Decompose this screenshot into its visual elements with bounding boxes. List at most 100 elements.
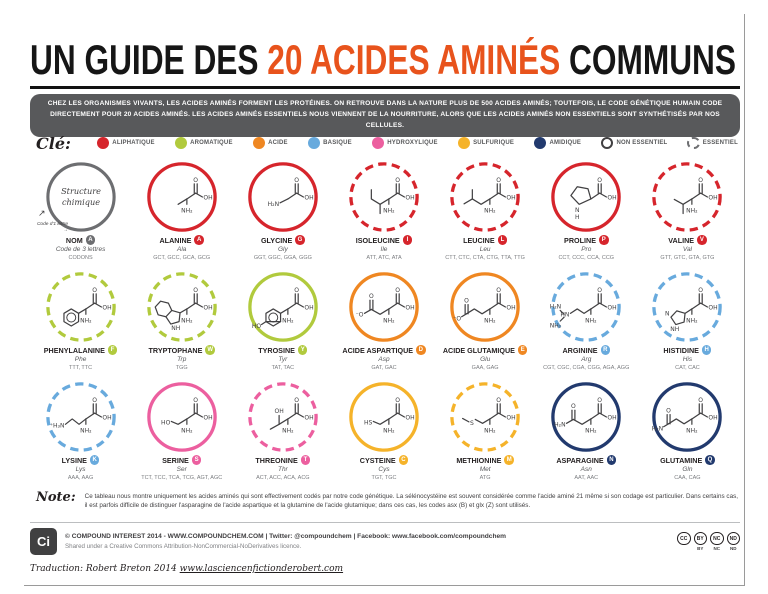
essentiel-swatch-icon [687, 136, 700, 150]
structure-gly: O OH H₂N [248, 162, 318, 232]
cc-icon: CC [677, 531, 691, 546]
svg-text:OH: OH [203, 304, 212, 311]
one-letter-badge: H [701, 345, 712, 355]
three-letter-code: Val [682, 246, 692, 253]
legend-name-label: NOM [65, 235, 83, 245]
amino-cell-phe: O OH NH₂ PHENYLALANINE F Phe TTT, TTC [30, 270, 131, 380]
three-letter-code: Pro [581, 246, 592, 253]
svg-text:NH: NH [671, 326, 680, 333]
svg-text:OH: OH [405, 304, 414, 311]
amino-cell-his: O OH NH₂ NH N HISTIDINE H His CAT, CAC [637, 270, 738, 380]
sulfurique-swatch-icon [457, 136, 471, 150]
svg-text:NH₂: NH₂ [484, 208, 496, 215]
amino-name-line: GLYCINE G [261, 235, 305, 245]
amino-cell-lys: O OH NH₂ ⁺H₃N LYSINE K Lys AAA, AAG [30, 380, 131, 490]
svg-text:NH₂: NH₂ [80, 318, 92, 325]
non-essentiel-swatch-icon [600, 136, 614, 150]
note-text: Ce tableau nous montre uniquement les ac… [84, 493, 738, 510]
key-item-amidique: AMIDIQUE [533, 136, 581, 150]
structure-met: O OH NH₂ S [450, 382, 520, 452]
structure-lys: O OH NH₂ ⁺H₃N [45, 382, 116, 452]
title-part1: UN GUIDE DES [30, 36, 267, 81]
one-letter-badge: L [497, 235, 508, 245]
amino-name: THREONINE [255, 455, 298, 465]
svg-text:O: O [395, 287, 400, 294]
svg-text:O: O [395, 177, 400, 184]
amino-name: ACIDE ASPARTIQUE [342, 345, 414, 355]
structure-leu: O OH NH₂ [450, 162, 520, 232]
acide-swatch-icon [252, 136, 266, 150]
key-item-label: BASIQUE [323, 140, 352, 146]
translation-url-link[interactable]: www.lasciencenfictionderobert.com [179, 564, 344, 574]
amidique-swatch-icon [533, 136, 547, 150]
amino-name-line: PROLINE P [564, 235, 609, 245]
legend-codons-label: CODONS [68, 255, 93, 261]
amino-name: ASPARAGINE [556, 455, 604, 465]
codons: GAT, GAC [371, 365, 397, 371]
svg-text:NH₂: NH₂ [282, 318, 294, 325]
svg-text:OH: OH [304, 194, 313, 201]
one-letter-badge: E [517, 345, 528, 355]
amino-cell-ile: O OH NH₂ ISOLEUCINE I Ile ATT, ATC, ATA [333, 160, 434, 270]
amino-cell-asn: O OH NH₂ O H₂N ASPARAGINE N Asn AAT, AAC [536, 380, 637, 490]
amino-name: TRYPTOPHANE [148, 345, 203, 355]
svg-text:OH: OH [203, 194, 212, 201]
note-section: Note: Ce tableau nous montre uniquement … [36, 490, 738, 511]
svg-text:OH: OH [608, 194, 617, 201]
key-item-aromatique: AROMATIQUE [174, 136, 233, 150]
svg-text:OH: OH [304, 304, 313, 311]
footer-divider [30, 522, 740, 523]
svg-text:O: O [294, 287, 299, 294]
svg-text:NH₂: NH₂ [181, 318, 193, 325]
one-letter-badge: M [504, 455, 514, 465]
legend-letter-badge: A [85, 235, 96, 245]
title-divider [30, 86, 740, 89]
svg-text:H₂N: H₂N [550, 303, 561, 310]
three-letter-code: Gly [277, 246, 288, 253]
one-letter-badge: V [697, 235, 707, 245]
three-letter-code: Tyr [278, 356, 288, 363]
amino-name: ALANINE [159, 235, 192, 245]
key-label: Clé: [36, 133, 71, 153]
codons: ATT, ATC, ATA [366, 255, 402, 261]
amino-name: GLUTAMINE [660, 455, 703, 465]
legend-code3-label: Code de 3 lettres [55, 246, 106, 253]
svg-text:OH: OH [507, 304, 516, 311]
codons: AAT, AAC [574, 475, 599, 481]
svg-text:O: O [294, 397, 299, 404]
legend-name-line: NOM A [65, 235, 96, 245]
amino-name-line: METHIONINE M [456, 455, 514, 465]
intro-banner: CHEZ LES ORGANISMES VIVANTS, LES ACIDES … [30, 94, 740, 137]
svg-text:OH: OH [709, 194, 718, 201]
svg-text:OH: OH [274, 408, 283, 415]
legend-structure-circle: Structure chimique [45, 162, 116, 232]
footer-text: © COMPOUND INTEREST 2014 - WWW.COMPOUNDC… [65, 533, 669, 550]
one-letter-badge: P [599, 235, 609, 245]
svg-text:NH₂: NH₂ [484, 428, 496, 435]
translation-label: Traduction: Robert Breton 2014 [30, 564, 177, 574]
cc-badge-nc: NC NC [710, 531, 724, 551]
three-letter-code: His [682, 356, 693, 363]
svg-text:NH₂: NH₂ [585, 318, 597, 325]
svg-text:NH₂: NH₂ [383, 208, 395, 215]
amino-cell-trp: O OH NH₂ NH TRYPTOPHANE W Trp TGG [131, 270, 232, 380]
nd-icon: ND [726, 531, 740, 546]
svg-text:O: O [92, 287, 97, 294]
svg-text:OH: OH [507, 194, 516, 201]
three-letter-code: Glu [480, 356, 491, 363]
svg-text:O: O [294, 177, 299, 184]
amino-name: CYSTEINE [359, 455, 396, 465]
svg-text:HS: HS [364, 419, 373, 426]
amino-cell-pro: O OH N H PROLINE P Pro CCT, CCC, CCA, CCG [536, 160, 637, 270]
legend-cell: Structure chimique ↗ Code d'1 lettre → N… [30, 160, 131, 270]
amino-name: ISOLEUCINE [355, 235, 400, 245]
three-letter-code: Ile [380, 246, 388, 253]
footer: Ci © COMPOUND INTEREST 2014 - WWW.COMPOU… [30, 528, 740, 555]
amino-name-line: LYSINE K [62, 455, 100, 465]
structure-ser: O OH NH₂ HO [146, 382, 217, 452]
key-item-hydroxylique: HYDROXYLIQUE [371, 136, 438, 150]
codons: GCT, GCC, GCA, GCG [153, 255, 211, 261]
key-legend: Clé: ALIPHATIQUE AROMATIQUE ACIDE BASIQUE HY… [36, 131, 738, 155]
one-letter-badge: I [402, 235, 413, 245]
one-letter-note: Code d'1 lettre → [32, 222, 68, 234]
